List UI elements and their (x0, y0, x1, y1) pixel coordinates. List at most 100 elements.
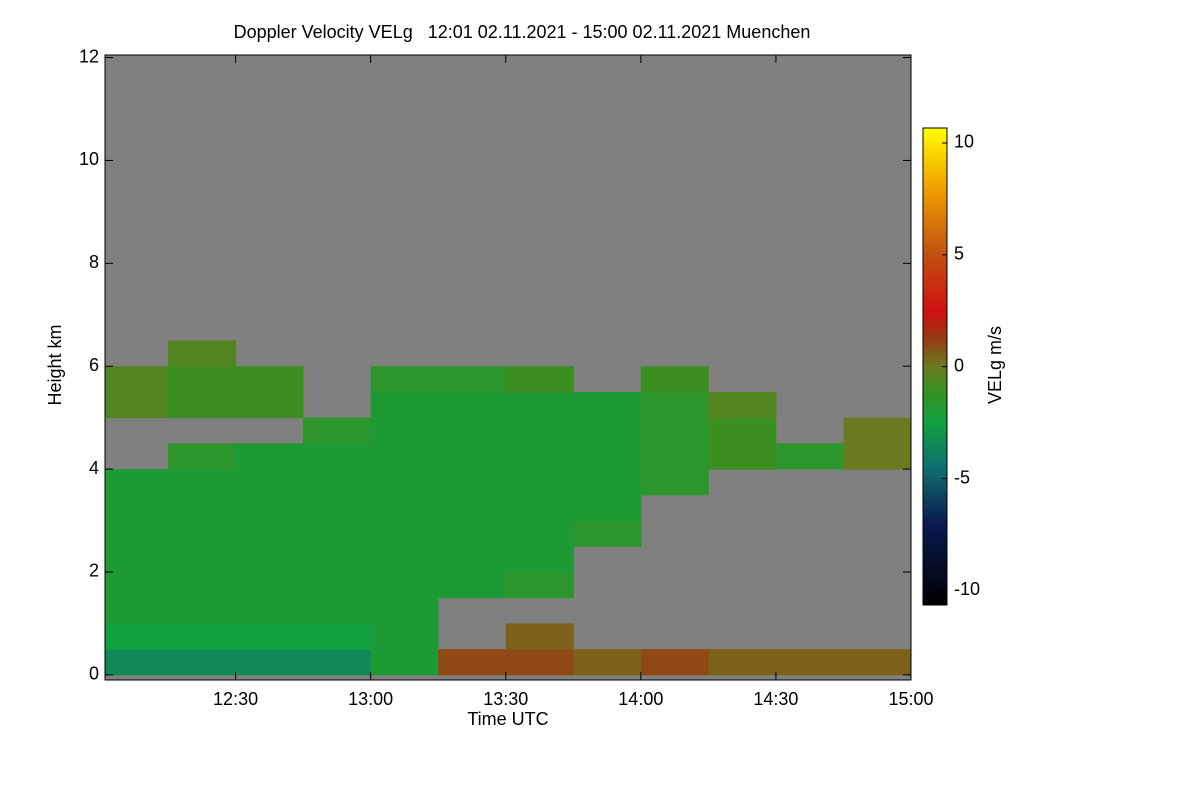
heatmap-cell (370, 417, 439, 444)
heatmap-cell (843, 417, 912, 444)
colorbar-tick-label: -10 (954, 579, 980, 599)
y-axis-label: Height km (45, 324, 65, 405)
heatmap-cell (370, 391, 439, 419)
heatmap-cell (370, 597, 439, 624)
heatmap-cell (168, 597, 237, 624)
heatmap-cell (370, 366, 439, 393)
heatmap-cell (303, 597, 372, 624)
heatmap-cell (168, 391, 237, 419)
heatmap-cell (235, 469, 304, 496)
heatmap-cell (235, 494, 304, 522)
heatmap-cell (640, 649, 709, 676)
heatmap-cell (303, 649, 372, 676)
heatmap-cell (168, 571, 237, 599)
heatmap-cell (168, 443, 237, 470)
heatmap-cell (843, 443, 912, 470)
colorbar-tick-label: -5 (954, 467, 970, 487)
heatmap-cell (105, 623, 169, 650)
x-tick-label: 14:00 (618, 689, 663, 709)
y-tick-label: 6 (89, 355, 99, 375)
heatmap-cell (775, 649, 844, 676)
heatmap-cell (505, 546, 574, 573)
heatmap-cell (105, 366, 169, 393)
heatmap-cell (303, 417, 372, 444)
heatmap-cell (370, 623, 439, 650)
heatmap-cell (505, 571, 574, 599)
heatmap-cell (708, 649, 777, 676)
heatmap-cell (235, 597, 304, 624)
heatmap-cell (640, 417, 709, 444)
heatmap-cell (505, 469, 574, 496)
heatmap-cell (640, 391, 709, 419)
heatmap-cell (708, 417, 777, 444)
heatmap-cell (640, 443, 709, 470)
x-tick-label: 13:30 (483, 689, 528, 709)
heatmap-cell (105, 649, 169, 676)
heatmap-cell (303, 494, 372, 522)
heatmap-cell (370, 546, 439, 573)
heatmap-cell (303, 469, 372, 496)
y-tick-label: 2 (89, 561, 99, 581)
heatmap-cell (303, 443, 372, 470)
heatmap-cell (505, 494, 574, 522)
heatmap-cell (505, 520, 574, 547)
heatmap-cell (640, 366, 709, 393)
heatmap-cell (105, 571, 169, 599)
heatmap-cell (438, 469, 507, 496)
heatmap-cell (235, 571, 304, 599)
heatmap-cell (370, 494, 439, 522)
heatmap-cell (505, 443, 574, 470)
heatmap-cell (168, 340, 237, 367)
heatmap-cell (438, 520, 507, 547)
heatmap-cell (105, 391, 169, 419)
heatmap-cell (573, 494, 642, 522)
heatmap-cell (235, 443, 304, 470)
heatmap-cell (370, 571, 439, 599)
plot-frame (104, 54, 912, 681)
y-tick-label: 12 (79, 46, 99, 66)
heatmap-cell (708, 443, 777, 470)
heatmap-cell (303, 623, 372, 650)
heatmap-cell (168, 520, 237, 547)
x-tick-label: 13:00 (348, 689, 393, 709)
heatmap-cell (708, 391, 777, 419)
heatmap-cell (573, 649, 642, 676)
heatmap-cell (438, 417, 507, 444)
x-tick-label: 15:00 (888, 689, 933, 709)
y-tick-label: 4 (89, 458, 99, 478)
heatmap-cell (438, 366, 507, 393)
colorbar-tick-label: 10 (954, 132, 974, 152)
heatmap-cell (573, 443, 642, 470)
colorbar-label: VELg m/s (985, 326, 1005, 404)
heatmap-cell (640, 469, 709, 496)
heatmap-cell (105, 546, 169, 573)
heatmap-cell (303, 546, 372, 573)
heatmap-cell (105, 469, 169, 496)
heatmap-cell (235, 546, 304, 573)
heatmap-cell (105, 520, 169, 547)
heatmap-cell (505, 417, 574, 444)
heatmap-cell (438, 571, 507, 599)
x-axis-label: Time UTC (467, 709, 548, 729)
heatmap-cell (168, 366, 237, 393)
heatmap-cell (168, 623, 237, 650)
heatmap-cell (573, 417, 642, 444)
heatmap-cell (573, 520, 642, 547)
y-tick-label: 10 (79, 149, 99, 169)
heatmap-cell (505, 366, 574, 393)
heatmap-cell (168, 469, 237, 496)
heatmap-cell (235, 520, 304, 547)
heatmap-cell (573, 469, 642, 496)
heatmap-cell (505, 623, 574, 650)
heatmap-cell (573, 391, 642, 419)
heatmap-cell (438, 546, 507, 573)
colorbar-tick-label: 0 (954, 355, 964, 375)
heatmap-cell (438, 649, 507, 676)
heatmap-cell (370, 649, 439, 676)
heatmap-cell (775, 443, 844, 470)
heatmap-cell (370, 469, 439, 496)
colorbar-tick-label: 5 (954, 244, 964, 264)
heatmap-cell (105, 494, 169, 522)
